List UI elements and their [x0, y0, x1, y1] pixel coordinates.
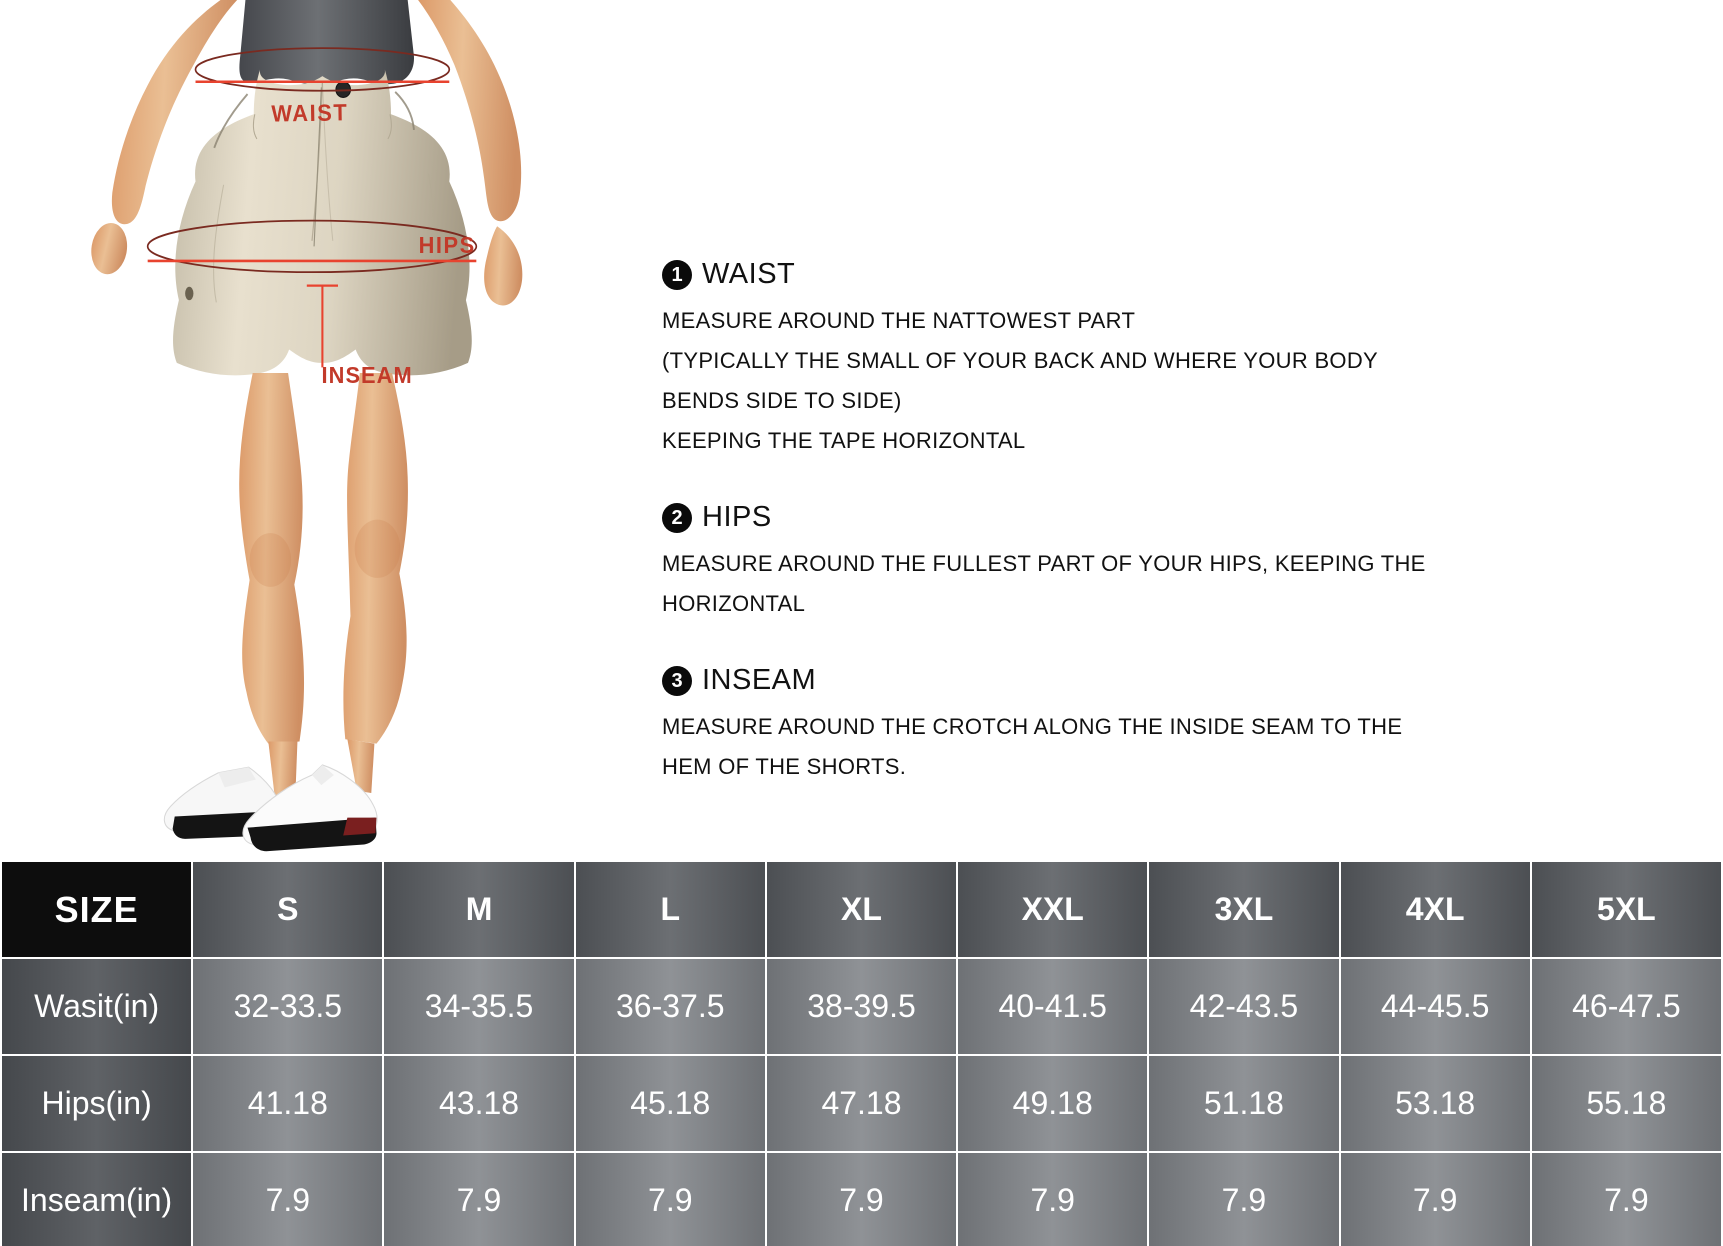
svg-text:HIPS: HIPS [419, 231, 476, 258]
svg-text:WAIST: WAIST [271, 98, 348, 126]
svg-text:INSEAM: INSEAM [322, 361, 413, 388]
